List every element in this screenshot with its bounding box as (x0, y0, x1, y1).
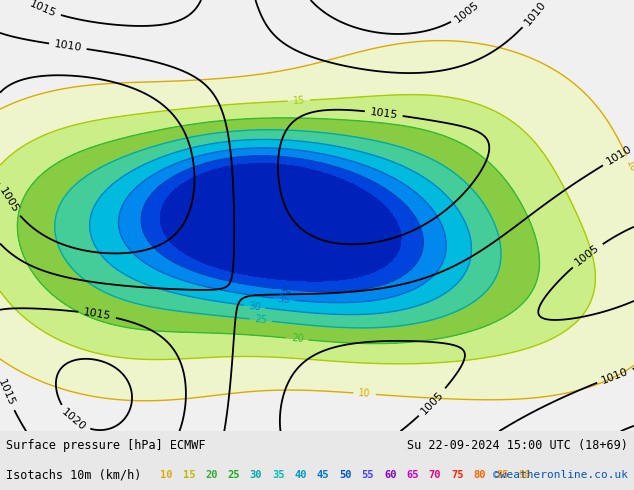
Text: 35: 35 (272, 470, 285, 480)
Text: 30: 30 (248, 301, 261, 312)
Text: 55: 55 (361, 470, 374, 480)
Text: 25: 25 (254, 315, 268, 326)
Text: 1005: 1005 (0, 186, 20, 215)
Text: 35: 35 (278, 294, 291, 305)
Text: 1005: 1005 (419, 389, 446, 416)
Text: 40: 40 (280, 284, 293, 295)
Text: 1010: 1010 (53, 39, 82, 53)
Text: 1020: 1020 (60, 407, 87, 433)
Text: 25: 25 (228, 470, 240, 480)
Text: ©weatheronline.co.uk: ©weatheronline.co.uk (493, 470, 628, 480)
Text: Surface pressure [hPa] ECMWF: Surface pressure [hPa] ECMWF (6, 440, 206, 452)
Text: 20: 20 (205, 470, 217, 480)
Text: 1015: 1015 (82, 307, 112, 321)
Text: 10: 10 (624, 158, 634, 173)
Text: 60: 60 (384, 470, 396, 480)
Text: Isotachs 10m (km/h): Isotachs 10m (km/h) (6, 469, 142, 482)
Text: 1005: 1005 (453, 0, 481, 24)
Text: 1010: 1010 (600, 366, 630, 386)
Text: 1015: 1015 (0, 378, 16, 408)
Text: 1010: 1010 (522, 0, 548, 27)
Text: 1010: 1010 (605, 144, 634, 167)
Text: 80: 80 (474, 470, 486, 480)
Text: 40: 40 (295, 470, 307, 480)
Text: 1005: 1005 (573, 243, 602, 268)
Text: 15: 15 (183, 470, 195, 480)
Text: 70: 70 (429, 470, 441, 480)
Text: 1015: 1015 (28, 0, 58, 19)
Text: 50: 50 (339, 470, 352, 480)
Text: 45: 45 (317, 470, 330, 480)
Text: 10: 10 (358, 388, 371, 399)
Text: Su 22-09-2024 15:00 UTC (18+69): Su 22-09-2024 15:00 UTC (18+69) (407, 440, 628, 452)
Text: 75: 75 (451, 470, 463, 480)
Text: 30: 30 (250, 470, 262, 480)
Text: 10: 10 (160, 470, 173, 480)
Text: 20: 20 (290, 333, 304, 344)
Text: 1015: 1015 (369, 107, 398, 120)
Text: 15: 15 (292, 95, 306, 106)
Text: 85: 85 (496, 470, 508, 480)
Text: 65: 65 (406, 470, 419, 480)
Text: 90: 90 (518, 470, 531, 480)
